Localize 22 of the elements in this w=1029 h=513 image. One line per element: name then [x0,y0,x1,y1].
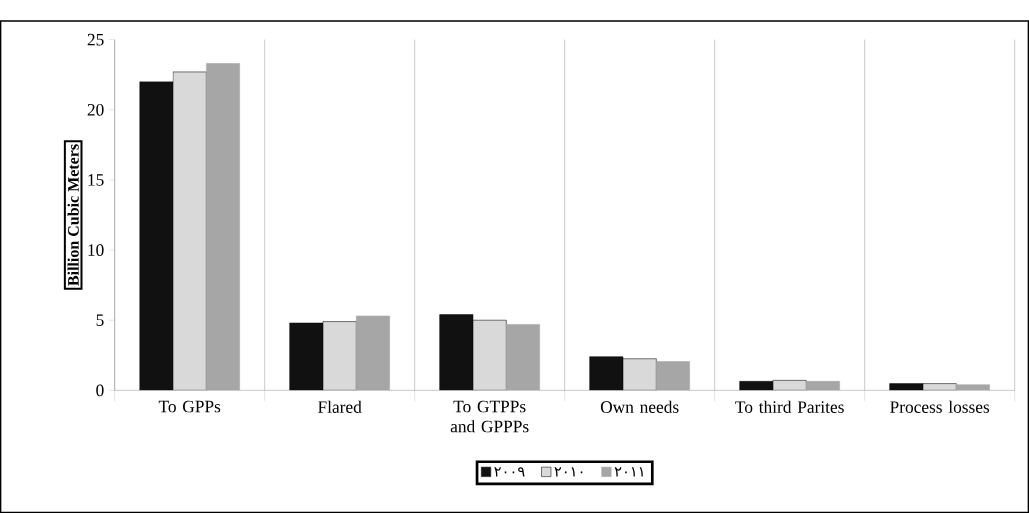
bar [622,358,657,391]
bar [922,383,957,391]
x-tick-label: Process losses [890,400,990,413]
x-tick-label: Flared [318,400,362,413]
bar [172,71,207,391]
x-tick-label: To third Parites [735,400,844,413]
legend-label: ٢٠١٠ [554,467,583,477]
y-tick-label: 20 [87,103,104,116]
bar [772,380,807,391]
x-tick-label: To GPPs [158,400,221,413]
y-axis-title: Billion Cubic Meters [67,144,79,286]
y-tick-label: 0 [96,384,104,397]
y-tick-label: 10 [88,244,104,256]
y-tick-label: 5 [96,314,104,326]
y-tick-label: 25 [87,33,104,46]
legend-label: ٢٠٠٩ [494,467,525,477]
bar [322,321,357,391]
bar [472,319,507,391]
x-tick-label: To GTPPs and GPPPs [450,400,529,433]
x-tick-label: Own needs [600,400,679,413]
legend-label: ٢٠١١ [614,467,643,477]
y-tick-label: 15 [88,174,104,186]
